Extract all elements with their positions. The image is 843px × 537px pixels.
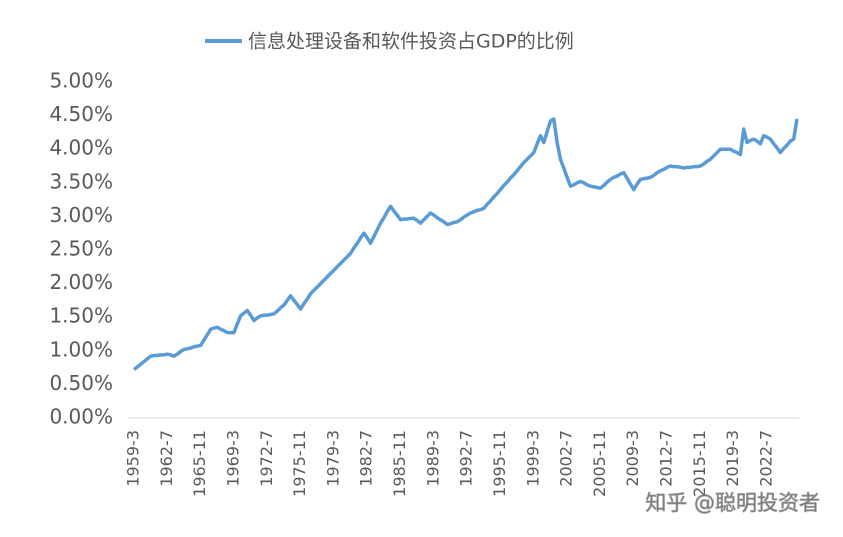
x-tick-label: 1999-3 xyxy=(523,430,542,487)
data-line xyxy=(132,117,799,371)
y-tick-label: 4.00% xyxy=(49,136,113,160)
x-tick-label: 1959-3 xyxy=(124,430,143,487)
y-tick-label: 0.50% xyxy=(49,371,113,395)
x-tick-label: 1979-3 xyxy=(323,430,342,487)
x-tick-label: 1995-11 xyxy=(490,430,509,497)
x-tick-label: 2019-3 xyxy=(723,430,742,487)
y-tick-label: 0.00% xyxy=(49,405,113,429)
x-tick-label: 2009-3 xyxy=(623,430,642,487)
y-tick-label: 4.50% xyxy=(49,102,113,126)
x-tick-label: 1969-3 xyxy=(223,430,242,487)
x-tick-label: 1972-7 xyxy=(257,430,276,487)
legend-label: 信息处理设备和软件投资占GDP的比例 xyxy=(248,31,574,53)
x-tick-label: 2005-11 xyxy=(590,430,609,497)
x-tick-label: 1982-7 xyxy=(357,430,376,487)
watermark: 知乎 @聪明投资者 xyxy=(645,491,820,515)
x-tick-label: 2015-11 xyxy=(690,430,709,497)
x-tick-label: 2012-7 xyxy=(657,430,676,487)
x-tick-label: 1962-7 xyxy=(157,430,176,487)
y-tick-label: 3.00% xyxy=(49,203,113,227)
x-tick-label: 1989-3 xyxy=(423,430,442,487)
x-tick-label: 1985-11 xyxy=(390,430,409,497)
x-tick-label: 2022-7 xyxy=(757,430,776,487)
x-tick-label: 2002-7 xyxy=(557,430,576,487)
y-tick-label: 2.00% xyxy=(49,270,113,294)
y-tick-label: 1.50% xyxy=(49,304,113,328)
y-tick-label: 2.50% xyxy=(49,237,113,261)
y-tick-label: 3.50% xyxy=(49,169,113,193)
x-tick-label: 1975-11 xyxy=(290,430,309,497)
x-tick-label: 1992-7 xyxy=(457,430,476,487)
y-tick-label: 5.00% xyxy=(49,69,113,93)
x-tick-label: 1965-11 xyxy=(190,430,209,497)
y-tick-label: 1.00% xyxy=(49,337,113,361)
